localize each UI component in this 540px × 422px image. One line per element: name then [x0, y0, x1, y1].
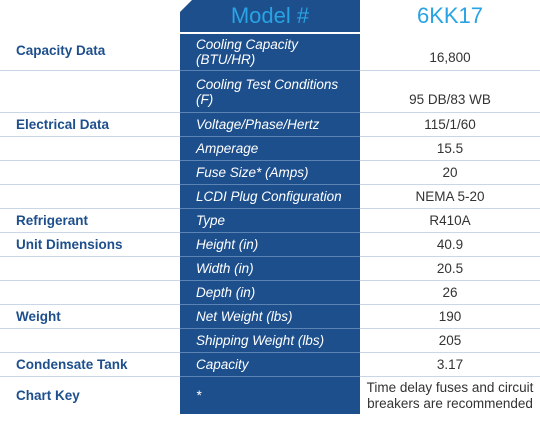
- row-category: Chart Key: [16, 388, 80, 403]
- row-property: Shipping Weight (lbs): [196, 333, 325, 348]
- row-property: Capacity: [196, 357, 249, 372]
- row-value: NEMA 5-20: [415, 188, 485, 204]
- row-value: 15.5: [436, 140, 464, 156]
- row-category: Unit Dimensions: [16, 237, 123, 252]
- row-value: 20.5: [436, 260, 464, 276]
- table-row: Chart Key * Time delay fuses and circuit…: [0, 377, 540, 414]
- row-category: [0, 185, 180, 208]
- row-value: 16,800: [429, 50, 471, 65]
- row-property: *: [196, 388, 202, 403]
- row-value: 3.17: [436, 356, 464, 372]
- table-row: Unit Dimensions Height (in) 40.9: [0, 233, 540, 256]
- row-value: 95 DB/83 WB: [409, 92, 491, 107]
- row-value: 115/1/60: [424, 116, 476, 132]
- table-row: Refrigerant Type R410A: [0, 209, 540, 232]
- row-property: Amperage: [196, 141, 259, 156]
- row-value: 190: [438, 308, 462, 324]
- row-category: [0, 329, 180, 352]
- row-category: [0, 71, 180, 112]
- row-value: Time delay fuses and circuit breakers ar…: [366, 379, 534, 411]
- row-property: Height (in): [196, 237, 259, 252]
- table-row: Cooling Test Conditions (F) 95 DB/83 WB: [0, 71, 540, 112]
- row-property: Width (in): [196, 261, 254, 276]
- row-property: Cooling Capacity (BTU/HR): [196, 37, 299, 67]
- row-category: Weight: [16, 309, 61, 324]
- table-row: Depth (in) 26: [0, 281, 540, 304]
- row-category: [0, 161, 180, 184]
- model-header-value: 6KK17: [416, 3, 484, 28]
- header-divider: [0, 32, 540, 34]
- row-category: [0, 137, 180, 160]
- row-category: Electrical Data: [16, 117, 110, 132]
- row-value: 40.9: [436, 236, 464, 252]
- row-value: 26: [442, 284, 458, 300]
- property-column-background: [180, 0, 360, 414]
- row-value: 20: [442, 164, 458, 180]
- row-property: Fuse Size* (Amps): [196, 165, 309, 180]
- row-category: Refrigerant: [16, 213, 89, 228]
- table-row: LCDI Plug Configuration NEMA 5-20: [0, 185, 540, 208]
- table-row: Amperage 15.5: [0, 137, 540, 160]
- row-property: LCDI Plug Configuration: [196, 189, 342, 204]
- table-row: Condensate Tank Capacity 3.17: [0, 353, 540, 376]
- row-category: [0, 257, 180, 280]
- row-category: Capacity Data: [16, 43, 106, 58]
- row-property: Type: [196, 213, 226, 228]
- row-property: Net Weight (lbs): [196, 309, 293, 324]
- row-category: [0, 281, 180, 304]
- table-row: Electrical Data Voltage/Phase/Hertz 115/…: [0, 113, 540, 136]
- row-property: Voltage/Phase/Hertz: [196, 117, 320, 132]
- table-row: Fuse Size* (Amps) 20: [0, 161, 540, 184]
- row-property: Cooling Test Conditions (F): [196, 76, 339, 107]
- row-property: Depth (in): [196, 285, 256, 300]
- row-value: R410A: [429, 212, 471, 228]
- row-category: Condensate Tank: [16, 357, 128, 372]
- table-row: Weight Net Weight (lbs) 190: [0, 305, 540, 328]
- table-row: Width (in) 20.5: [0, 257, 540, 280]
- table-row: Capacity Data Cooling Capacity (BTU/HR) …: [0, 34, 540, 70]
- row-value: 205: [438, 332, 462, 348]
- model-header-label: Model #: [230, 3, 310, 28]
- table-row: Shipping Weight (lbs) 205: [0, 329, 540, 352]
